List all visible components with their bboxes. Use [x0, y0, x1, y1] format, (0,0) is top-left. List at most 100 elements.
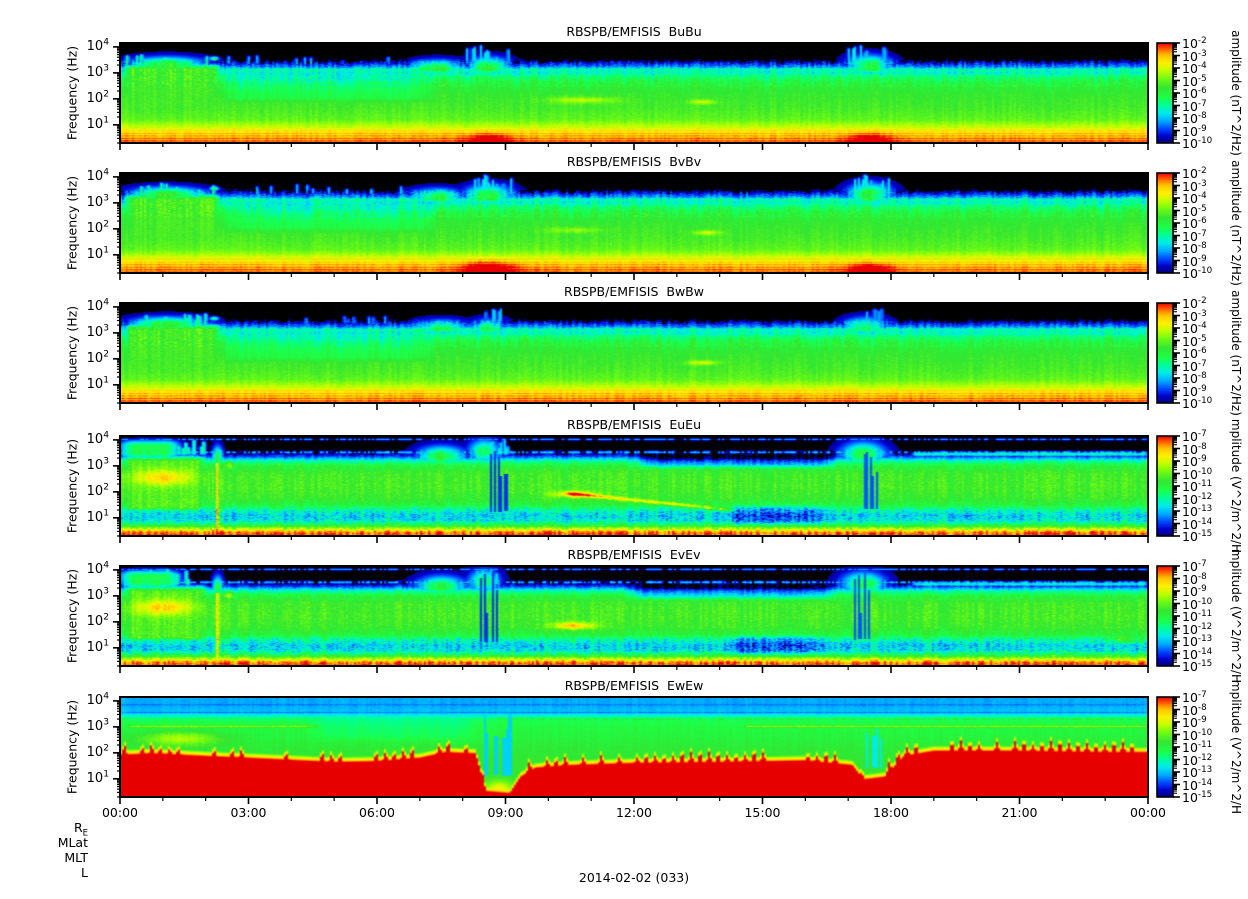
colorbar-tick-label: 10-10 [1182, 596, 1213, 612]
colorbar-tick-label: 10-3 [1182, 48, 1207, 64]
x-tick-label: 15:00 [744, 805, 781, 820]
y-tick-label: 104 [86, 430, 109, 447]
y-tick-label: 103 [86, 586, 109, 603]
colorbar-tick-label: 10-5 [1182, 203, 1207, 219]
colorbar-tick-label: 10-7 [1182, 228, 1207, 244]
y-tick-label: 104 [86, 691, 109, 708]
y-tick-label: 103 [86, 456, 109, 473]
colorbar-tick-label: 10-14 [1182, 646, 1213, 662]
colorbar-tick-label: 10-7 [1182, 558, 1207, 574]
row-label-MLT: MLT [64, 850, 88, 865]
panel-title: RBSPB/EMFISIS EvEv [567, 547, 701, 562]
colorbar-canvas-EuEu [1157, 436, 1173, 536]
y-tick-label: 104 [86, 297, 109, 314]
colorbar-tick-label: 10-10 [1182, 135, 1213, 151]
colorbar-tick-label: 10-2 [1182, 35, 1207, 51]
y-tick-label: 102 [86, 219, 109, 236]
colorbar-tick-label: 10-12 [1182, 491, 1213, 507]
y-tick-label: 103 [86, 323, 109, 340]
panel-title: RBSPB/EMFISIS EwEw [564, 678, 704, 693]
colorbar-tick-label: 10-10 [1182, 265, 1213, 281]
y-tick-label: 102 [86, 349, 109, 366]
colorbar-tick-label: 10-8 [1182, 110, 1207, 126]
spectrogram-canvas-BuBu [120, 43, 1148, 143]
colorbar-tick-label: 10-11 [1182, 608, 1213, 624]
row-label-MLat: MLat [57, 835, 88, 850]
colorbar-tick-label: 10-10 [1182, 395, 1213, 411]
colorbar-tick-label: 10-4 [1182, 190, 1207, 206]
panel-title: RBSPB/EMFISIS BwBw [564, 284, 704, 299]
colorbar-tick-label: 10-4 [1182, 320, 1207, 336]
spectrogram-canvas-BwBw [120, 303, 1148, 403]
colorbar-canvas-BwBw [1157, 303, 1173, 403]
y-tick-label: 102 [86, 612, 109, 629]
x-tick-label: 21:00 [1001, 805, 1038, 820]
y-tick-label: 104 [86, 167, 109, 184]
colorbar-tick-label: 10-7 [1182, 98, 1207, 114]
panel-title: RBSPB/EMFISIS EuEu [566, 417, 701, 432]
x-tick-label: 00:00 [101, 805, 139, 820]
colorbar-tick-label: 10-6 [1182, 85, 1207, 101]
colorbar-tick-label: 10-12 [1182, 621, 1213, 637]
colorbar-tick-label: 10-2 [1182, 295, 1207, 311]
colorbar-unit-label-text: mplitude (V^2/m^2/H [1229, 679, 1243, 815]
colorbar-tick-label: 10-13 [1182, 503, 1213, 519]
y-tick-label: 102 [86, 482, 109, 499]
colorbar-tick-label: 10-13 [1182, 633, 1213, 649]
colorbar-tick-label: 10-10 [1182, 466, 1213, 482]
y-tick-label: 104 [86, 37, 109, 54]
x-tick-label: 06:00 [358, 805, 396, 820]
colorbar-tick-label: 10-7 [1182, 358, 1207, 374]
colorbar-tick-label: 10-9 [1182, 383, 1207, 399]
y-tick-label: 101 [86, 375, 109, 392]
colorbar-tick-label: 10-3 [1182, 178, 1207, 194]
colorbar-tick-label: 10-2 [1182, 165, 1207, 181]
spectrogram-canvas-BvBv [120, 173, 1148, 273]
y-tick-label: 103 [86, 717, 109, 734]
colorbar-tick-label: 10-14 [1182, 777, 1213, 793]
colorbar-tick-label: 10-15 [1182, 658, 1213, 674]
colorbar-unit-label-text: amplitude (nT^2/Hz) [1229, 160, 1243, 286]
colorbar-tick-label: 10-8 [1182, 702, 1207, 718]
panel-title: RBSPB/EMFISIS BvBv [566, 154, 702, 169]
colorbar-tick-label: 10-5 [1182, 333, 1207, 349]
colorbar-tick-label: 10-6 [1182, 345, 1207, 361]
colorbar-tick-label: 10-8 [1182, 370, 1207, 386]
colorbar-tick-label: 10-9 [1182, 253, 1207, 269]
colorbar-tick-label: 10-10 [1182, 727, 1213, 743]
x-tick-label: 18:00 [872, 805, 910, 820]
y-tick-label: 104 [86, 560, 109, 577]
colorbar-canvas-EvEv [1157, 566, 1173, 666]
row-label-R_E: RE [73, 820, 88, 839]
colorbar-tick-label: 10-9 [1182, 123, 1207, 139]
y-tick-label: 101 [86, 115, 109, 132]
panel-title: RBSPB/EMFISIS BuBu [566, 24, 702, 39]
colorbar-tick-label: 10-4 [1182, 60, 1207, 76]
colorbar-tick-label: 10-7 [1182, 689, 1207, 705]
colorbar-canvas-EwEw [1157, 697, 1173, 797]
colorbar-tick-label: 10-12 [1182, 752, 1213, 768]
spectrogram-canvas-EwEw [120, 697, 1148, 797]
colorbar-tick-label: 10-9 [1182, 714, 1207, 730]
colorbar-unit-label-text: mplitude (V^2/m^2/H [1229, 548, 1243, 684]
colorbar-tick-label: 10-11 [1182, 478, 1213, 494]
colorbar-tick-label: 10-13 [1182, 764, 1213, 780]
colorbar-unit-label-text: amplitude (nT^2/Hz) [1229, 30, 1243, 156]
y-tick-label: 101 [86, 508, 109, 525]
colorbar-tick-label: 10-8 [1182, 240, 1207, 256]
colorbar-canvas-BuBu [1157, 43, 1173, 143]
colorbar-tick-label: 10-11 [1182, 739, 1213, 755]
colorbar-tick-label: 10-14 [1182, 516, 1213, 532]
colorbar-tick-label: 10-9 [1182, 583, 1207, 599]
colorbar-tick-label: 10-7 [1182, 428, 1207, 444]
row-label-L: L [81, 865, 88, 880]
colorbar-unit-label-text: amplitude (nT^2/Hz) [1229, 290, 1243, 416]
spectrogram-canvas-EuEu [120, 436, 1148, 536]
colorbar-tick-label: 10-5 [1182, 73, 1207, 89]
y-tick-label: 102 [86, 743, 109, 760]
y-tick-label: 101 [86, 638, 109, 655]
x-tick-label: 09:00 [487, 805, 524, 820]
y-tick-label: 101 [86, 769, 109, 786]
colorbar-tick-label: 10-15 [1182, 528, 1213, 544]
